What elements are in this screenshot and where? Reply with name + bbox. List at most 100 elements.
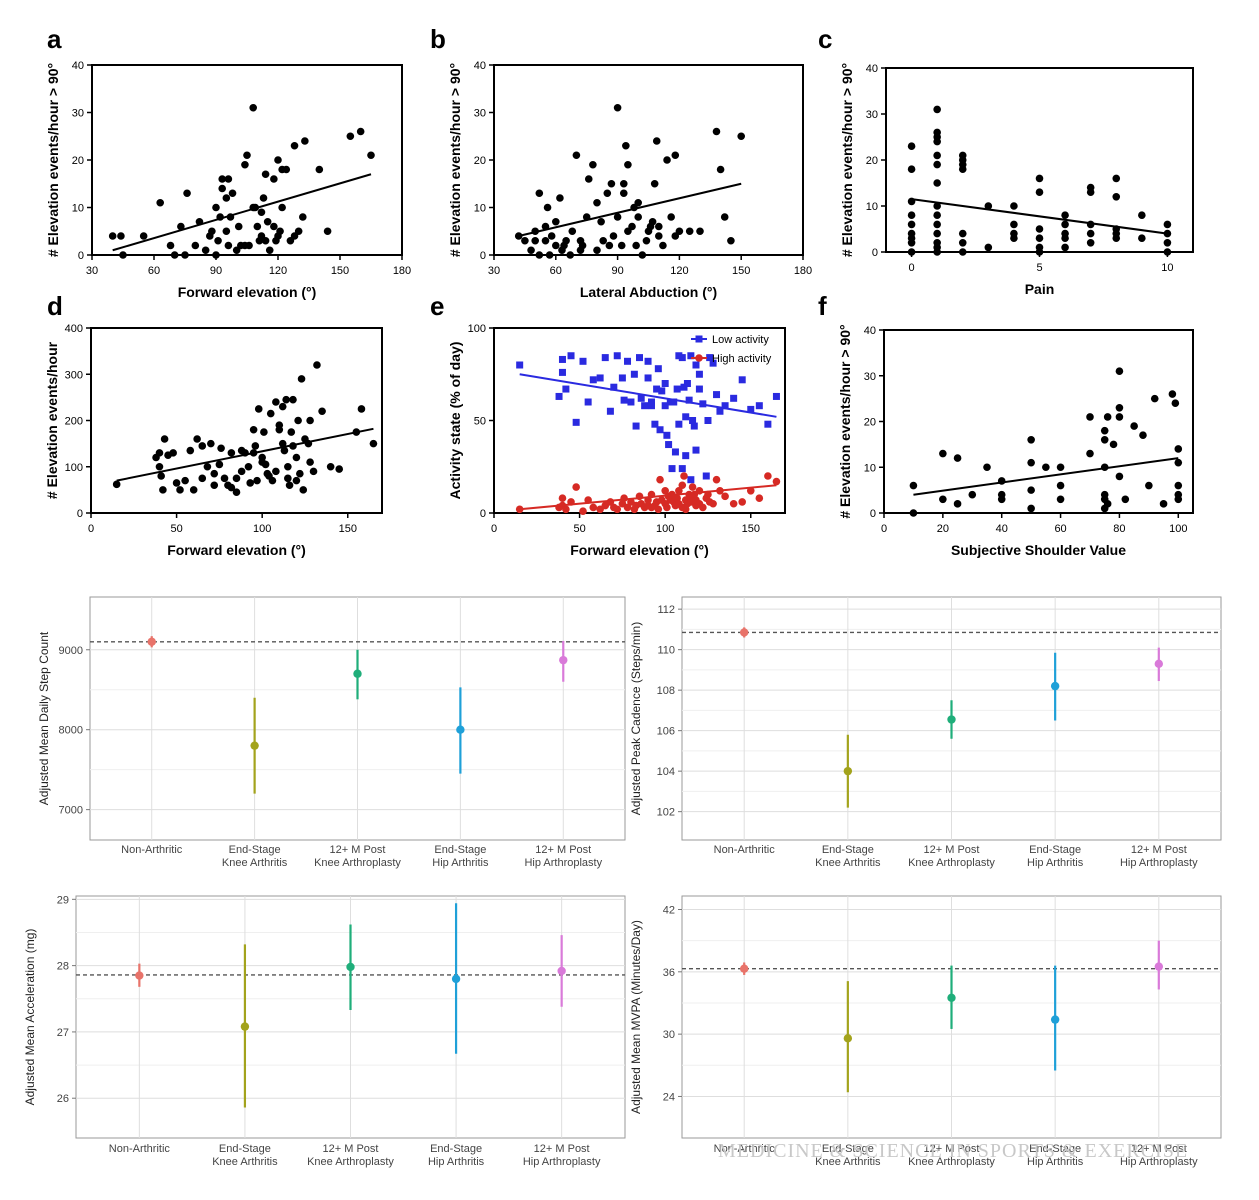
data-point-low-activity xyxy=(630,370,638,378)
point-estimate xyxy=(947,993,956,1002)
data-point-high-activity xyxy=(663,503,671,512)
x-tick-label: 0 xyxy=(909,262,915,274)
data-point-high-activity xyxy=(772,477,781,486)
data-point xyxy=(299,213,307,221)
data-point xyxy=(1109,440,1118,449)
data-point-low-activity xyxy=(689,417,697,424)
category-label: Non-Arthritic xyxy=(109,1143,171,1155)
data-point xyxy=(278,439,287,448)
data-point xyxy=(953,500,962,508)
x-tick-label: 150 xyxy=(339,523,357,535)
data-point xyxy=(907,229,916,238)
data-point xyxy=(313,361,321,369)
data-point xyxy=(160,435,169,443)
point-estimate xyxy=(559,655,568,665)
data-point xyxy=(296,469,304,478)
data-point-high-activity xyxy=(709,499,717,508)
category-label: 12+ M Post xyxy=(535,844,591,856)
data-point xyxy=(958,165,967,173)
x-tick-label: 100 xyxy=(656,523,674,535)
data-point xyxy=(933,248,941,256)
data-point-high-activity xyxy=(755,494,764,503)
data-point-low-activity xyxy=(695,370,703,378)
data-point xyxy=(572,151,581,160)
data-point xyxy=(545,251,554,259)
data-point xyxy=(907,165,916,173)
category-label: Non-Arthritic xyxy=(714,1143,776,1155)
data-point-low-activity xyxy=(516,361,524,369)
y-axis-label: # Elevation events/hour > 90° xyxy=(45,63,61,257)
y-tick-label: 36 xyxy=(663,967,675,979)
point-estimate xyxy=(739,964,749,973)
data-point-low-activity xyxy=(713,391,721,399)
y-tick-label: 30 xyxy=(663,1029,675,1041)
data-point xyxy=(619,189,628,198)
y-tick-label: 112 xyxy=(657,604,675,616)
data-point-low-activity xyxy=(610,383,618,391)
data-point-high-activity xyxy=(738,498,747,506)
data-point xyxy=(907,220,916,229)
data-point xyxy=(1150,394,1159,403)
y-tick-label: 30 xyxy=(72,108,84,120)
data-point-low-activity xyxy=(716,407,724,415)
panel-letter: e xyxy=(430,291,444,321)
x-tick-label: 0 xyxy=(88,523,94,535)
data-point xyxy=(909,509,918,517)
y-tick-label: 29 xyxy=(57,894,69,906)
category-label: 12+ M Post xyxy=(924,844,980,856)
category-label: Knee Arthritis xyxy=(815,857,881,869)
data-point xyxy=(1042,463,1050,472)
data-point xyxy=(112,480,121,489)
data-point-low-activity xyxy=(687,476,695,484)
data-point-low-activity xyxy=(665,441,673,449)
data-point xyxy=(1100,436,1109,444)
data-point xyxy=(1061,243,1069,252)
data-point-high-activity xyxy=(699,503,707,512)
data-point xyxy=(207,439,215,448)
data-point xyxy=(222,194,231,202)
data-point xyxy=(535,251,544,259)
data-point xyxy=(157,472,165,480)
data-point xyxy=(619,179,628,188)
category-label: Hip Arthritis xyxy=(428,1156,485,1168)
data-point xyxy=(234,222,243,231)
category-label: Hip Arthritis xyxy=(1027,857,1084,869)
data-point-low-activity xyxy=(675,420,683,428)
y-tick-label: 26 xyxy=(57,1093,69,1105)
category-label: End-Stage xyxy=(430,1143,482,1155)
x-tick-label: 60 xyxy=(550,265,562,277)
data-point xyxy=(282,395,290,404)
data-point xyxy=(675,227,684,236)
panel-letter: f xyxy=(818,291,827,321)
data-point-low-activity xyxy=(671,448,679,456)
legend-marker xyxy=(695,354,703,362)
data-point xyxy=(243,151,251,160)
data-point xyxy=(294,227,303,236)
data-point xyxy=(593,198,601,207)
data-point xyxy=(1061,211,1069,219)
data-point xyxy=(609,232,618,240)
y-tick-label: 100 xyxy=(65,462,83,474)
trend-line xyxy=(116,427,374,482)
data-point xyxy=(578,241,587,250)
y-tick-label: 108 xyxy=(657,685,675,697)
x-tick-label: 120 xyxy=(670,265,688,277)
data-point xyxy=(607,179,616,188)
y-tick-label: 0 xyxy=(480,250,486,262)
data-point-high-activity xyxy=(729,499,738,508)
panel-letter: b xyxy=(430,24,446,54)
data-point xyxy=(270,175,278,183)
y-tick-label: 0 xyxy=(480,508,486,520)
point-estimate xyxy=(843,1034,853,1043)
data-point xyxy=(274,156,282,164)
data-point xyxy=(531,236,539,245)
data-point xyxy=(1056,463,1065,472)
point-estimate xyxy=(147,637,156,646)
y-axis-label: # Elevation events/hour > 90° xyxy=(837,324,853,518)
data-point xyxy=(237,467,246,476)
data-point-low-activity xyxy=(555,392,563,400)
data-point xyxy=(547,232,556,240)
data-point xyxy=(292,453,301,462)
y-axis-label: Adjusted Mean MVPA (Minutes/Day) xyxy=(629,920,643,1114)
